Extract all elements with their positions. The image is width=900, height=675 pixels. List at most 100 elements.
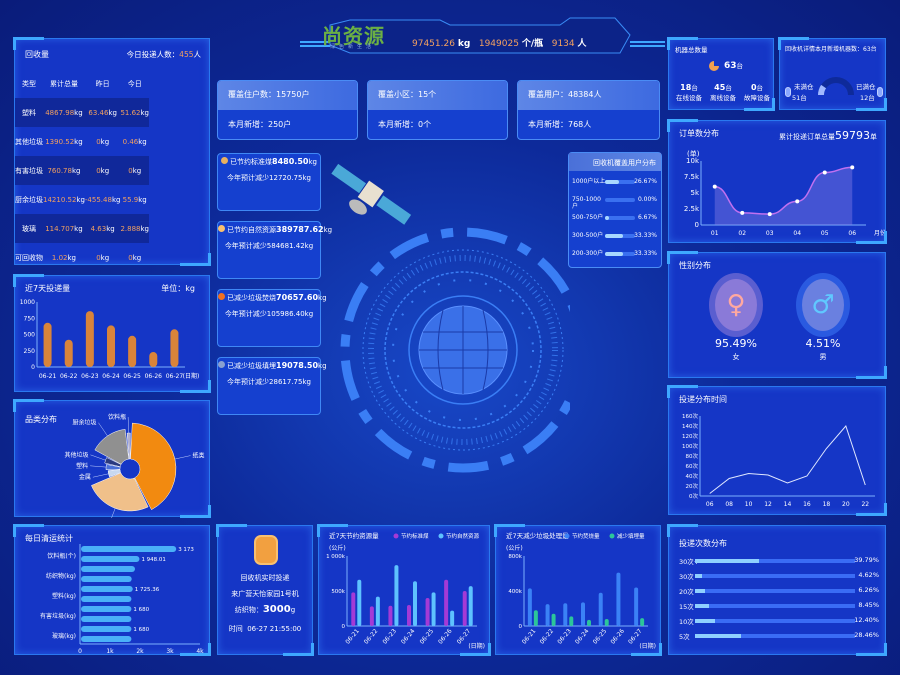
male-label: 男 bbox=[819, 353, 827, 361]
legend-label: 减少填埋量 bbox=[617, 532, 645, 540]
machine-value: 45 bbox=[714, 83, 726, 92]
coverage-row: 750-1000户 0.00% bbox=[569, 192, 661, 210]
x-tick-label: 06-22 bbox=[60, 373, 78, 380]
pie-slice bbox=[105, 464, 121, 471]
cell-unit: kg bbox=[111, 195, 121, 204]
y-tick-label: 750 bbox=[24, 315, 36, 322]
freq-row: 10次 12.40% bbox=[679, 616, 879, 628]
legend-label: 节约标准煤 bbox=[401, 532, 429, 540]
today-visitors: 今日投递人数：455人 bbox=[127, 49, 201, 60]
slice-label: 金属 bbox=[79, 473, 91, 481]
cell-value: 114.707 bbox=[45, 224, 75, 233]
table-cell: 63.46kg bbox=[85, 98, 121, 127]
x-tick-label: 06-21 bbox=[344, 628, 361, 646]
panel-title: 回收机详情本月新增机器数：63台 bbox=[785, 46, 877, 53]
item-label: 纺织物： bbox=[234, 606, 263, 614]
savings-unit: kg bbox=[323, 226, 333, 234]
total-weight: 97451.26 bbox=[412, 39, 455, 49]
bar bbox=[563, 603, 568, 626]
coverage-row: 1000户以上 26.67% bbox=[569, 174, 661, 192]
y-tick-label: 7.5k bbox=[684, 173, 700, 181]
y-tick-label: 120次 bbox=[682, 432, 698, 440]
bar bbox=[375, 596, 380, 626]
y-tick-label: 60次 bbox=[686, 462, 699, 470]
freq-panel: 投递次数分布 30次+ 39.79% 30次 4.62% 20次 6.26% 15次 8.45… bbox=[667, 524, 887, 656]
coal-icon bbox=[221, 157, 229, 164]
x-tick-label: 06-26 bbox=[145, 373, 163, 380]
item-value: 3000 bbox=[262, 604, 291, 615]
machine-value: 18 bbox=[680, 83, 692, 92]
chart-title: 近7天节约资源量 bbox=[329, 531, 379, 540]
table-cell: 有害垃圾 bbox=[15, 166, 43, 175]
stat-card: 覆盖小区：15个 本月新增：0个 bbox=[367, 80, 508, 140]
table-cell: 51.62kg bbox=[120, 98, 149, 127]
bar bbox=[640, 618, 645, 626]
recycle-bin-icon bbox=[254, 535, 278, 565]
table-cell: 其他垃圾 bbox=[15, 137, 43, 146]
table-cell: -455.48kg bbox=[85, 185, 121, 214]
y-tick-label: 500k bbox=[331, 589, 345, 595]
table-row: 可回收物 1.02kg 0kg 0kg bbox=[15, 243, 149, 272]
slice-label: 厨余垃圾 bbox=[72, 419, 96, 427]
table-cell: 0kg bbox=[85, 243, 121, 272]
column-header: 累计总量 bbox=[49, 79, 78, 88]
bar bbox=[369, 606, 374, 626]
resource-icon bbox=[218, 225, 225, 232]
bar bbox=[85, 311, 94, 367]
bin-gauge bbox=[818, 77, 854, 96]
freq-pct: 6.26% bbox=[858, 586, 879, 594]
coverage-track bbox=[605, 234, 635, 238]
cell-value: 51.62 bbox=[120, 108, 141, 117]
machine-name: 来广营天怡家园1号机 bbox=[231, 590, 299, 598]
coverage-row: 300-500户 33.33% bbox=[569, 228, 661, 246]
logo: 尚资源 bbox=[322, 24, 385, 48]
y-tick-label: 2.5k bbox=[684, 205, 700, 213]
machine-label: 故障设备 bbox=[744, 94, 770, 102]
x-tick-label: 06-27 bbox=[456, 628, 473, 646]
coverage-fill bbox=[605, 216, 609, 220]
category-pie-chart: 纸类纺织物金属塑料其他垃圾厨余垃圾饮料瓶 bbox=[64, 413, 205, 518]
savings-card: 已节约自然资源389787.62kg 今年预计减少584681.42kg bbox=[217, 221, 332, 279]
pie-slice bbox=[104, 457, 122, 468]
y-tick-label: 0 bbox=[695, 221, 699, 229]
cell-unit: kg bbox=[100, 137, 110, 146]
cell-unit: kg bbox=[132, 166, 142, 175]
freq-label: 30次 bbox=[679, 573, 694, 581]
savings-value: 70657.60 bbox=[276, 293, 319, 302]
bar bbox=[462, 591, 467, 626]
bar bbox=[527, 588, 532, 626]
table-cell: 玻璃 bbox=[22, 224, 36, 233]
male-avatar: ♂ bbox=[796, 273, 850, 337]
table-cell: 114.707kg bbox=[43, 214, 85, 243]
freq-label: 10次 bbox=[679, 618, 694, 626]
freq-track bbox=[695, 589, 855, 593]
x-tick-label: 18 bbox=[823, 501, 831, 508]
y-tick-label: 20次 bbox=[686, 482, 699, 490]
cell-unit: kg bbox=[132, 253, 142, 262]
table-cell: 2.888kg bbox=[120, 214, 149, 243]
bar bbox=[407, 605, 411, 626]
pie-slice bbox=[107, 469, 121, 478]
freq-label: 5次 bbox=[679, 633, 690, 641]
machine-stat: 0台 故障设备 bbox=[740, 82, 774, 102]
freq-fill bbox=[695, 604, 709, 608]
savings-label: 已减少垃圾焚烧 bbox=[227, 294, 276, 302]
coverage-pct: 0.00% bbox=[637, 196, 657, 203]
legend-marker bbox=[393, 533, 399, 539]
bar bbox=[43, 322, 52, 367]
cell-unit: kg bbox=[140, 108, 149, 117]
y-tick-label: 0 bbox=[342, 624, 346, 630]
header-stats: 97451.26 kg 1949025 个/瓶 9134 人 bbox=[412, 36, 587, 49]
pie-icon bbox=[709, 61, 719, 71]
x-tick-label: 12 bbox=[764, 501, 772, 508]
y-tick-label: 250 bbox=[24, 348, 36, 355]
savings-label: 已节约标准煤 bbox=[230, 158, 273, 166]
x-axis-label: 月份 bbox=[874, 229, 886, 237]
x-tick-label: 3k bbox=[166, 648, 174, 655]
legend-marker bbox=[564, 533, 570, 539]
freq-pct: 4.62% bbox=[858, 571, 879, 579]
x-tick-label: 06-24 bbox=[400, 628, 417, 646]
savings-unit: kg bbox=[318, 294, 327, 302]
time-value: 06-27 21:55:00 bbox=[247, 625, 302, 633]
panel-title: 性别分布 bbox=[679, 261, 711, 270]
